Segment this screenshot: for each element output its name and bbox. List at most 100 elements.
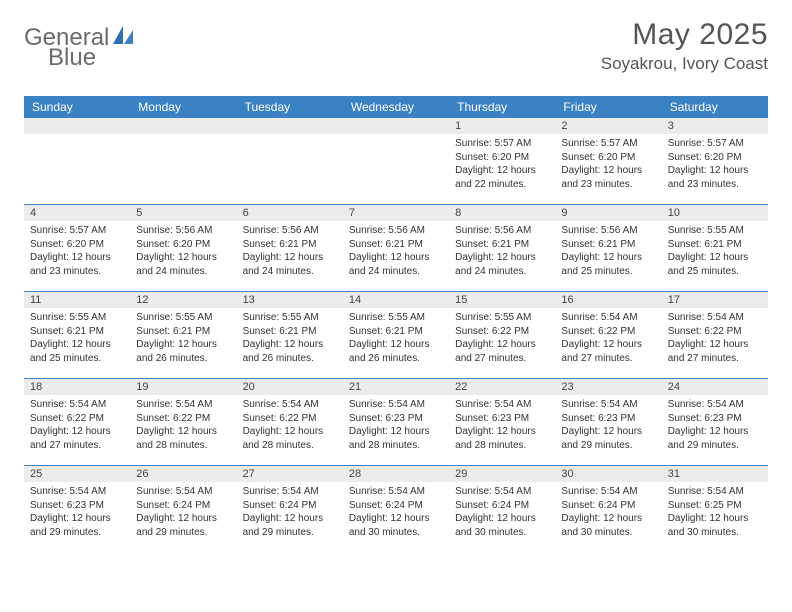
day-cell: 29Sunrise: 5:54 AMSunset: 6:24 PMDayligh…	[449, 466, 555, 552]
sunset-line: Sunset: 6:23 PM	[30, 499, 124, 513]
daylight-line: Daylight: 12 hours and 29 minutes.	[30, 512, 124, 539]
sunrise-line: Sunrise: 5:54 AM	[561, 311, 655, 325]
day-body: Sunrise: 5:57 AMSunset: 6:20 PMDaylight:…	[449, 134, 555, 195]
day-number: 25	[24, 466, 130, 482]
day-number: 22	[449, 379, 555, 395]
day-number: 19	[130, 379, 236, 395]
day-number: 3	[662, 118, 768, 134]
day-cell: 23Sunrise: 5:54 AMSunset: 6:23 PMDayligh…	[555, 379, 661, 465]
sunrise-line: Sunrise: 5:54 AM	[30, 398, 124, 412]
calendar-week: 25Sunrise: 5:54 AMSunset: 6:23 PMDayligh…	[24, 465, 768, 552]
day-number: 18	[24, 379, 130, 395]
daylight-line: Daylight: 12 hours and 24 minutes.	[455, 251, 549, 278]
day-number: 11	[24, 292, 130, 308]
sunrise-line: Sunrise: 5:54 AM	[30, 485, 124, 499]
day-cell: 24Sunrise: 5:54 AMSunset: 6:23 PMDayligh…	[662, 379, 768, 465]
brand-word2: Blue	[48, 44, 96, 72]
sunset-line: Sunset: 6:20 PM	[455, 151, 549, 165]
day-body: Sunrise: 5:56 AMSunset: 6:21 PMDaylight:…	[343, 221, 449, 282]
daylight-line: Daylight: 12 hours and 29 minutes.	[136, 512, 230, 539]
dow-cell: Wednesday	[343, 96, 449, 118]
day-number: 29	[449, 466, 555, 482]
day-cell	[237, 118, 343, 204]
sunrise-line: Sunrise: 5:57 AM	[668, 137, 762, 151]
sunrise-line: Sunrise: 5:54 AM	[349, 398, 443, 412]
day-cell: 30Sunrise: 5:54 AMSunset: 6:24 PMDayligh…	[555, 466, 661, 552]
sunrise-line: Sunrise: 5:54 AM	[243, 485, 337, 499]
sunset-line: Sunset: 6:22 PM	[136, 412, 230, 426]
sunset-line: Sunset: 6:21 PM	[243, 238, 337, 252]
sunrise-line: Sunrise: 5:55 AM	[243, 311, 337, 325]
day-cell: 17Sunrise: 5:54 AMSunset: 6:22 PMDayligh…	[662, 292, 768, 378]
day-body: Sunrise: 5:54 AMSunset: 6:24 PMDaylight:…	[555, 482, 661, 543]
day-number: 31	[662, 466, 768, 482]
daylight-line: Daylight: 12 hours and 30 minutes.	[349, 512, 443, 539]
day-cell: 18Sunrise: 5:54 AMSunset: 6:22 PMDayligh…	[24, 379, 130, 465]
dow-header-row: SundayMondayTuesdayWednesdayThursdayFrid…	[24, 96, 768, 118]
daylight-line: Daylight: 12 hours and 24 minutes.	[136, 251, 230, 278]
sunset-line: Sunset: 6:24 PM	[349, 499, 443, 513]
calendar-week: 1Sunrise: 5:57 AMSunset: 6:20 PMDaylight…	[24, 118, 768, 204]
day-number: 28	[343, 466, 449, 482]
logo-sail-icon	[113, 26, 135, 51]
day-cell: 14Sunrise: 5:55 AMSunset: 6:21 PMDayligh…	[343, 292, 449, 378]
sunset-line: Sunset: 6:21 PM	[30, 325, 124, 339]
daylight-line: Daylight: 12 hours and 27 minutes.	[455, 338, 549, 365]
day-body: Sunrise: 5:55 AMSunset: 6:21 PMDaylight:…	[662, 221, 768, 282]
day-body: Sunrise: 5:57 AMSunset: 6:20 PMDaylight:…	[555, 134, 661, 195]
day-cell: 4Sunrise: 5:57 AMSunset: 6:20 PMDaylight…	[24, 205, 130, 291]
daylight-line: Daylight: 12 hours and 23 minutes.	[668, 164, 762, 191]
sunrise-line: Sunrise: 5:56 AM	[455, 224, 549, 238]
day-body: Sunrise: 5:55 AMSunset: 6:21 PMDaylight:…	[237, 308, 343, 369]
location-label: Soyakrou, Ivory Coast	[601, 54, 768, 74]
day-body: Sunrise: 5:54 AMSunset: 6:22 PMDaylight:…	[555, 308, 661, 369]
sunset-line: Sunset: 6:22 PM	[561, 325, 655, 339]
sunrise-line: Sunrise: 5:56 AM	[136, 224, 230, 238]
day-cell: 5Sunrise: 5:56 AMSunset: 6:20 PMDaylight…	[130, 205, 236, 291]
sunset-line: Sunset: 6:21 PM	[668, 238, 762, 252]
sunrise-line: Sunrise: 5:54 AM	[243, 398, 337, 412]
day-number: 17	[662, 292, 768, 308]
daylight-line: Daylight: 12 hours and 28 minutes.	[243, 425, 337, 452]
sunrise-line: Sunrise: 5:54 AM	[136, 485, 230, 499]
day-number: 24	[662, 379, 768, 395]
day-body: Sunrise: 5:56 AMSunset: 6:21 PMDaylight:…	[237, 221, 343, 282]
daylight-line: Daylight: 12 hours and 28 minutes.	[455, 425, 549, 452]
sunrise-line: Sunrise: 5:54 AM	[668, 398, 762, 412]
day-body: Sunrise: 5:54 AMSunset: 6:23 PMDaylight:…	[662, 395, 768, 456]
calendar: SundayMondayTuesdayWednesdayThursdayFrid…	[24, 96, 768, 552]
daylight-line: Daylight: 12 hours and 23 minutes.	[561, 164, 655, 191]
sunset-line: Sunset: 6:23 PM	[455, 412, 549, 426]
day-cell: 27Sunrise: 5:54 AMSunset: 6:24 PMDayligh…	[237, 466, 343, 552]
day-cell: 22 Sunrise: 5:54 AMSunset: 6:23 PMDayligh…	[449, 379, 555, 465]
daylight-line: Daylight: 12 hours and 26 minutes.	[243, 338, 337, 365]
sunset-line: Sunset: 6:21 PM	[455, 238, 549, 252]
sunset-line: Sunset: 6:23 PM	[349, 412, 443, 426]
calendar-week: 4Sunrise: 5:57 AMSunset: 6:20 PMDaylight…	[24, 204, 768, 291]
sunrise-line: Sunrise: 5:55 AM	[349, 311, 443, 325]
sunset-line: Sunset: 6:24 PM	[455, 499, 549, 513]
sunset-line: Sunset: 6:20 PM	[30, 238, 124, 252]
day-cell: 25 Sunrise: 5:54 AMSunset: 6:23 PMDayligh…	[24, 466, 130, 552]
day-body: Sunrise: 5:54 AMSunset: 6:24 PMDaylight:…	[343, 482, 449, 543]
day-body: Sunrise: 5:54 AMSunset: 6:22 PMDaylight:…	[24, 395, 130, 456]
day-cell: 10Sunrise: 5:55 AMSunset: 6:21 PMDayligh…	[662, 205, 768, 291]
day-cell: 8Sunrise: 5:56 AMSunset: 6:21 PMDaylight…	[449, 205, 555, 291]
day-number: 7	[343, 205, 449, 221]
day-body: Sunrise: 5:57 AMSunset: 6:20 PMDaylight:…	[662, 134, 768, 195]
daylight-line: Daylight: 12 hours and 28 minutes.	[136, 425, 230, 452]
day-body: Sunrise: 5:55 AMSunset: 6:21 PMDaylight:…	[24, 308, 130, 369]
sunrise-line: Sunrise: 5:55 AM	[668, 224, 762, 238]
sunrise-line: Sunrise: 5:54 AM	[455, 398, 549, 412]
day-cell: 11Sunrise: 5:55 AMSunset: 6:21 PMDayligh…	[24, 292, 130, 378]
day-number: 10	[662, 205, 768, 221]
day-number: 12	[130, 292, 236, 308]
calendar-week: 11Sunrise: 5:55 AMSunset: 6:21 PMDayligh…	[24, 291, 768, 378]
day-body: Sunrise: 5:55 AMSunset: 6:21 PMDaylight:…	[343, 308, 449, 369]
day-number: 14	[343, 292, 449, 308]
day-body: Sunrise: 5:57 AMSunset: 6:20 PMDaylight:…	[24, 221, 130, 282]
sunset-line: Sunset: 6:20 PM	[561, 151, 655, 165]
sunset-line: Sunset: 6:25 PM	[668, 499, 762, 513]
daylight-line: Daylight: 12 hours and 25 minutes.	[30, 338, 124, 365]
sunrise-line: Sunrise: 5:54 AM	[349, 485, 443, 499]
